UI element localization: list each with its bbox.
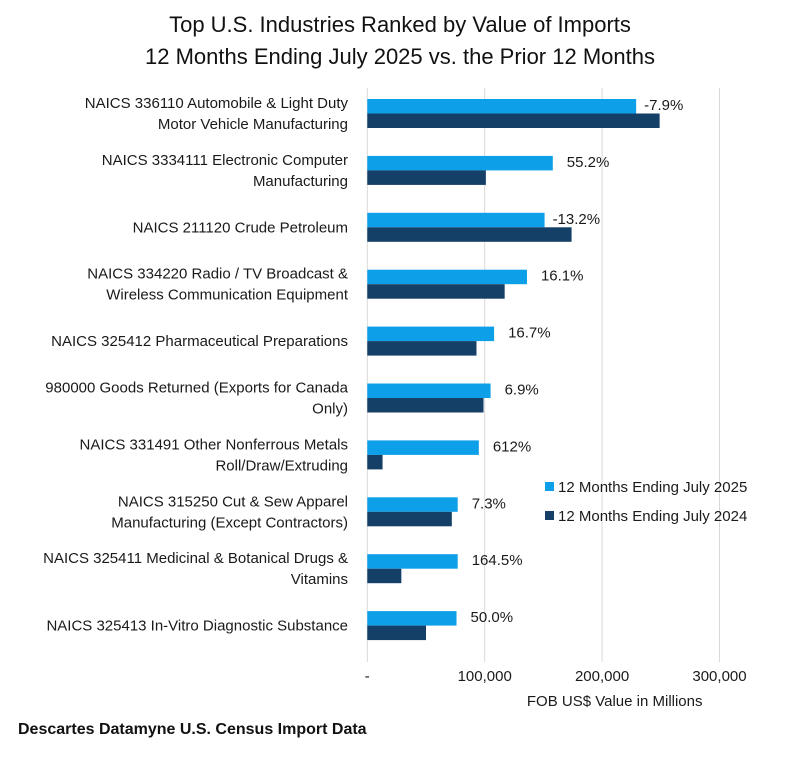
- legend-swatch: [545, 482, 554, 491]
- bar-2024: [367, 568, 402, 584]
- bar-2024: [367, 113, 660, 128]
- bar-2025: [367, 383, 491, 398]
- category-label: NAICS 315250 Cut & Sew Apparel: [118, 493, 348, 510]
- bar-2025: [367, 611, 457, 626]
- category-label: Manufacturing: [253, 173, 348, 190]
- bar-2025: [367, 554, 458, 569]
- data-label: 612%: [493, 438, 531, 455]
- legend-label: 12 Months Ending July 2024: [558, 508, 747, 525]
- bar-2024: [367, 341, 477, 356]
- bar-2024: [367, 170, 486, 185]
- bar-2024: [367, 625, 426, 641]
- data-label: 6.9%: [505, 382, 539, 399]
- category-label: NAICS 325412 Pharmaceutical Preparations: [51, 333, 348, 350]
- x-axis-title: FOB US$ Value in Millions: [527, 693, 703, 710]
- bar-2025: [367, 497, 458, 512]
- data-label: -13.2%: [553, 211, 601, 228]
- bar-2025: [367, 326, 495, 342]
- data-label: 50.0%: [471, 609, 514, 626]
- bar-2024: [367, 511, 452, 527]
- category-label: Roll/Draw/Extruding: [215, 457, 348, 474]
- data-label: 7.3%: [472, 495, 506, 512]
- category-label: NAICS 325413 In-Vitro Diagnostic Substan…: [46, 618, 348, 635]
- category-label: NAICS 334220 Radio / TV Broadcast &: [87, 266, 348, 283]
- bar-2024: [367, 454, 383, 470]
- category-label: Motor Vehicle Manufacturing: [158, 116, 348, 133]
- x-tick-label: -: [365, 668, 370, 685]
- category-label: Wireless Communication Equipment: [106, 287, 349, 304]
- category-label: NAICS 331491 Other Nonferrous Metals: [80, 436, 348, 453]
- category-label: Only): [312, 401, 348, 418]
- chart-title-line-1: Top U.S. Industries Ranked by Value of I…: [169, 12, 631, 37]
- data-label: 16.1%: [541, 268, 584, 285]
- bar-2024: [367, 398, 484, 413]
- bar-2024: [367, 227, 572, 242]
- category-label: NAICS 211120 Crude Petroleum: [133, 219, 348, 236]
- chart-title-line-2: 12 Months Ending July 2025 vs. the Prior…: [145, 44, 655, 69]
- category-label: NAICS 336110 Automobile & Light Duty: [85, 95, 349, 112]
- x-tick-label: 100,000: [458, 668, 512, 685]
- x-tick-label: 300,000: [692, 668, 746, 685]
- bar-2025: [367, 269, 527, 285]
- data-label: -7.9%: [644, 97, 683, 114]
- category-label: NAICS 3334111 Electronic Computer: [102, 152, 348, 169]
- data-label: 164.5%: [472, 552, 523, 569]
- legend-swatch: [545, 511, 554, 520]
- legend-label: 12 Months Ending July 2025: [558, 479, 747, 496]
- bar-2025: [367, 440, 479, 455]
- source-note: Descartes Datamyne U.S. Census Import Da…: [18, 721, 367, 738]
- category-label: Vitamins: [291, 571, 348, 588]
- data-label: 16.7%: [508, 325, 551, 342]
- category-label: Manufacturing (Except Contractors): [111, 514, 348, 531]
- data-label: 55.2%: [567, 154, 610, 171]
- bar-2025: [367, 212, 545, 228]
- bar-2025: [367, 155, 553, 171]
- bar-2025: [367, 99, 637, 114]
- bar-2024: [367, 284, 505, 299]
- category-label: 980000 Goods Returned (Exports for Canad…: [45, 380, 348, 397]
- x-tick-label: 200,000: [575, 668, 629, 685]
- category-label: NAICS 325411 Medicinal & Botanical Drugs…: [43, 550, 348, 567]
